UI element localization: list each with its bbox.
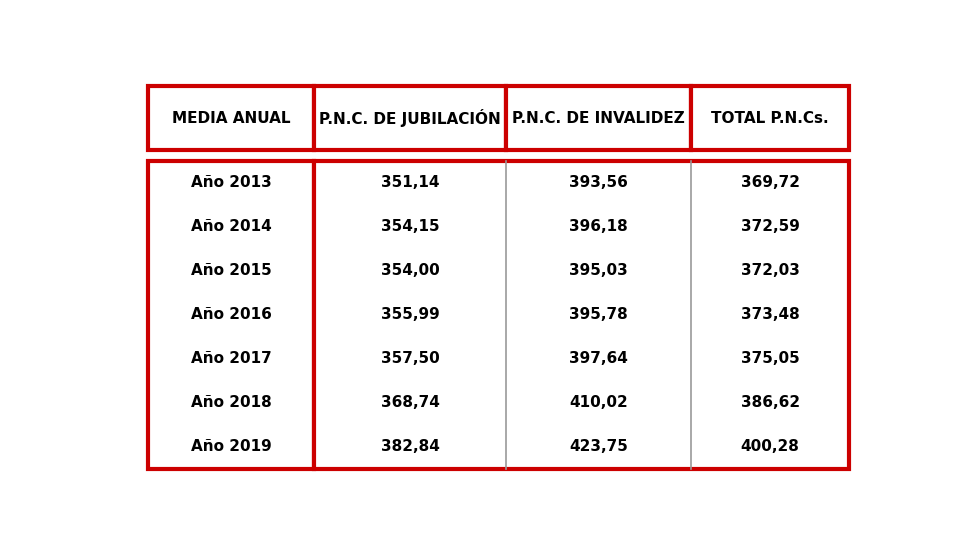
Text: 423,75: 423,75: [569, 439, 628, 454]
Text: 397,64: 397,64: [569, 352, 628, 366]
Text: 351,14: 351,14: [380, 175, 439, 190]
Bar: [506, 86, 691, 150]
Text: TOTAL P.N.Cs.: TOTAL P.N.Cs.: [711, 110, 829, 126]
Text: 372,59: 372,59: [740, 219, 800, 234]
Bar: [148, 161, 314, 469]
Text: Año 2013: Año 2013: [191, 175, 271, 190]
Text: 410,02: 410,02: [569, 395, 628, 411]
Text: 395,78: 395,78: [569, 307, 628, 322]
Text: Año 2016: Año 2016: [191, 307, 271, 322]
Bar: [691, 86, 849, 150]
Text: 375,05: 375,05: [740, 352, 800, 366]
Text: Año 2017: Año 2017: [191, 352, 271, 366]
Text: 354,15: 354,15: [380, 219, 440, 234]
Text: 386,62: 386,62: [740, 395, 800, 411]
Text: 396,18: 396,18: [569, 219, 628, 234]
Text: Año 2018: Año 2018: [191, 395, 271, 411]
Text: 373,48: 373,48: [740, 307, 800, 322]
Text: 368,74: 368,74: [380, 395, 440, 411]
Text: 393,56: 393,56: [569, 175, 628, 190]
Text: 372,03: 372,03: [740, 263, 800, 278]
Text: 382,84: 382,84: [380, 439, 440, 454]
Text: 354,00: 354,00: [380, 263, 440, 278]
Text: Año 2015: Año 2015: [191, 263, 271, 278]
Bar: [148, 86, 314, 150]
Text: 357,50: 357,50: [380, 352, 440, 366]
Text: 369,72: 369,72: [740, 175, 800, 190]
Text: 400,28: 400,28: [740, 439, 800, 454]
Text: Año 2019: Año 2019: [191, 439, 271, 454]
Text: MEDIA ANUAL: MEDIA ANUAL: [171, 110, 290, 126]
Text: 395,03: 395,03: [569, 263, 628, 278]
Bar: [314, 161, 849, 469]
Bar: [314, 86, 506, 150]
Text: Año 2014: Año 2014: [191, 219, 271, 234]
Text: P.N.C. DE JUBILACIÓN: P.N.C. DE JUBILACIÓN: [319, 109, 501, 127]
Text: P.N.C. DE INVALIDEZ: P.N.C. DE INVALIDEZ: [512, 110, 685, 126]
Text: 355,99: 355,99: [380, 307, 440, 322]
